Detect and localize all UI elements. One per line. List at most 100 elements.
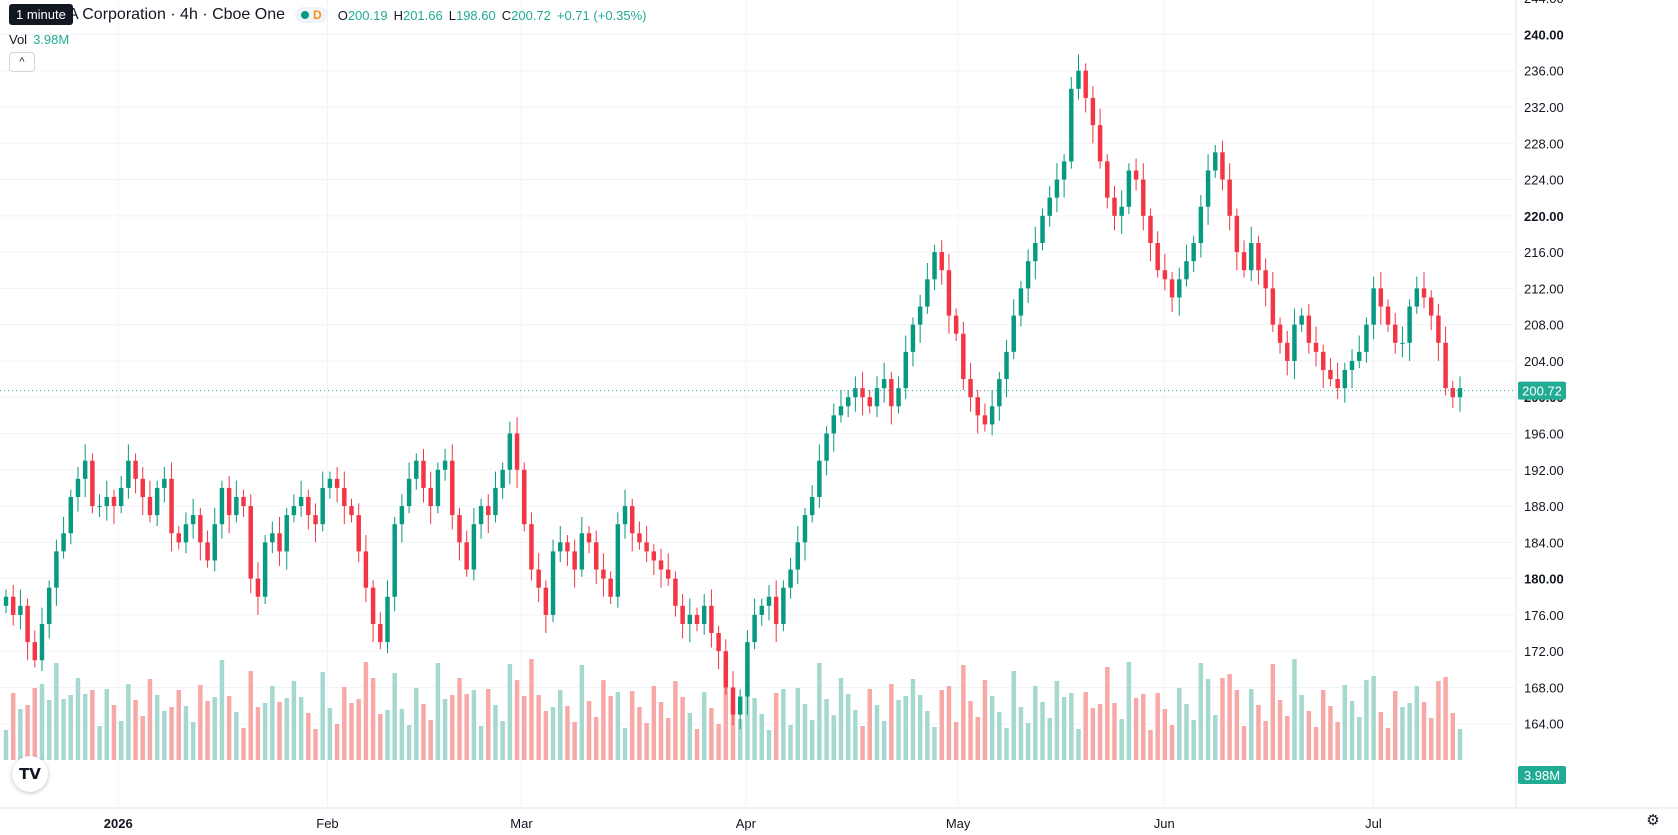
candle-body xyxy=(802,515,808,543)
volume-legend: Vol 3.98M xyxy=(9,32,69,47)
volume-bar xyxy=(795,688,801,760)
volume-bar xyxy=(1133,698,1139,760)
legend: A Corporation · 4h · Cboe One D O200.19 … xyxy=(8,6,653,24)
candle-body xyxy=(1069,88,1074,162)
volume-bar xyxy=(673,681,678,760)
market-status-badge[interactable]: D xyxy=(295,7,328,23)
volume-bar xyxy=(1356,717,1362,760)
y-tick-label: 192.00 xyxy=(1524,463,1564,478)
volume-bar xyxy=(1328,706,1333,760)
candle-body xyxy=(601,569,606,579)
volume-value: 3.98M xyxy=(33,32,70,47)
y-tick-label: 164.00 xyxy=(1524,717,1564,732)
candle-body xyxy=(97,506,102,508)
candle-body xyxy=(1119,206,1124,216)
volume-bar xyxy=(1227,674,1232,760)
settings-icon[interactable]: ⚙ xyxy=(1646,812,1660,829)
candle-body xyxy=(478,506,484,525)
volume-bar xyxy=(809,720,815,760)
volume-bar xyxy=(118,721,124,760)
volume-bar xyxy=(989,696,995,760)
volume-bar xyxy=(1263,721,1268,760)
candle-body xyxy=(1270,288,1276,325)
volume-bar xyxy=(565,706,570,760)
candle-body xyxy=(334,478,340,488)
volume-bar xyxy=(327,708,333,760)
candle-body xyxy=(989,406,995,425)
candle-body xyxy=(831,415,837,434)
candle-body xyxy=(953,315,959,334)
volume-bar xyxy=(1414,686,1420,760)
candle-body xyxy=(118,487,124,507)
candle-body xyxy=(1126,170,1132,207)
candle-body xyxy=(1277,324,1283,343)
volume-bar xyxy=(306,713,311,760)
candle-body xyxy=(1198,206,1204,244)
volume-bar xyxy=(1155,693,1160,760)
volume-bar xyxy=(435,663,441,760)
y-tick-label: 228.00 xyxy=(1524,136,1564,151)
candle-body xyxy=(90,460,95,507)
y-tick-label: 212.00 xyxy=(1524,281,1564,296)
volume-label: Vol xyxy=(9,32,28,47)
volume-bar xyxy=(709,708,714,760)
candle-body xyxy=(1220,152,1225,180)
candle-body xyxy=(788,569,793,588)
y-tick-label: 232.00 xyxy=(1524,100,1564,115)
volume-bar xyxy=(140,716,145,760)
volume-bar xyxy=(997,712,1002,760)
volume-bar xyxy=(75,678,81,760)
candle-body xyxy=(464,542,469,570)
volume-bar xyxy=(889,684,894,760)
candle-body xyxy=(558,542,563,552)
candle-body xyxy=(1234,215,1240,253)
candle-body xyxy=(61,533,66,552)
candle-body xyxy=(140,478,145,497)
volume-bar xyxy=(1335,722,1340,760)
candle-body xyxy=(1306,315,1312,343)
candle-body xyxy=(385,596,390,643)
candle-body xyxy=(1457,388,1463,398)
volume-bar xyxy=(320,672,325,760)
candle-body xyxy=(1133,170,1139,180)
volume-bar xyxy=(1126,662,1132,760)
volume-bar xyxy=(1213,715,1218,760)
volume-bar xyxy=(644,723,649,760)
candle-body xyxy=(1205,170,1211,207)
volume-bar xyxy=(701,692,707,760)
candle-body xyxy=(1054,179,1060,198)
volume-bar xyxy=(3,730,9,760)
candle-body xyxy=(1184,261,1189,280)
candle-body xyxy=(644,542,649,552)
candle-body xyxy=(406,478,412,507)
volume-bar xyxy=(1220,678,1225,760)
volume-bar xyxy=(104,689,110,760)
candle-body xyxy=(1040,215,1045,244)
candle-body xyxy=(1378,288,1384,307)
volume-bar xyxy=(759,714,765,760)
tradingview-logo[interactable]: TV xyxy=(12,756,48,792)
candle-body xyxy=(910,324,916,352)
volume-bar xyxy=(601,680,606,760)
volume-bar xyxy=(457,678,462,760)
volume-bar xyxy=(543,711,549,760)
last-price-tag xyxy=(1518,381,1566,400)
volume-bar xyxy=(773,693,779,760)
volume-bar xyxy=(651,686,657,760)
volume-bar xyxy=(802,704,808,760)
candle-body xyxy=(1083,70,1088,98)
volume-bar xyxy=(1234,690,1240,760)
candle-body xyxy=(586,533,592,543)
y-tick-label: 176.00 xyxy=(1524,608,1564,623)
candle-body xyxy=(327,478,333,488)
y-tick-label: 208.00 xyxy=(1524,318,1564,333)
collapse-legend-button[interactable]: ^ xyxy=(9,52,35,72)
volume-bar xyxy=(169,707,174,760)
symbol-title[interactable]: A Corporation · 4h · Cboe One xyxy=(68,6,286,23)
candle-body xyxy=(190,515,196,525)
candle-body xyxy=(1213,152,1218,171)
volume-bar xyxy=(399,709,405,760)
candle-body xyxy=(730,687,736,715)
